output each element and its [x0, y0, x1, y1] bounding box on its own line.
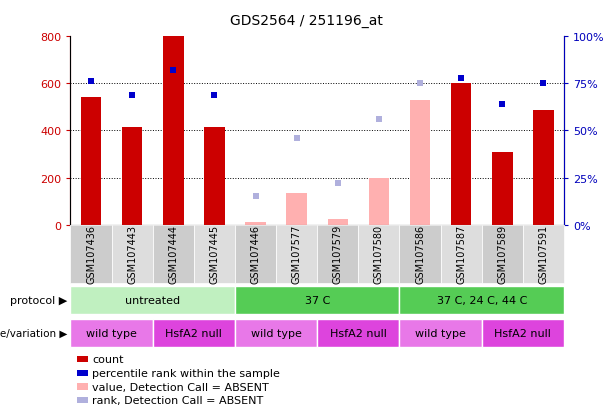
Text: GSM107580: GSM107580: [374, 225, 384, 283]
Bar: [194, 225, 235, 283]
Text: GSM107589: GSM107589: [497, 225, 508, 283]
Text: HsfA2 null: HsfA2 null: [166, 328, 223, 339]
Text: 37 C: 37 C: [305, 295, 330, 306]
Text: percentile rank within the sample: percentile rank within the sample: [92, 368, 280, 378]
Bar: [70, 320, 153, 347]
Bar: [359, 225, 400, 283]
Text: wild type: wild type: [86, 328, 137, 339]
Text: wild type: wild type: [251, 328, 302, 339]
Text: GSM107443: GSM107443: [127, 225, 137, 283]
Bar: [400, 320, 482, 347]
Bar: [368, 178, 389, 225]
Bar: [482, 320, 564, 347]
Bar: [70, 225, 112, 283]
Text: GSM107591: GSM107591: [538, 225, 549, 283]
Bar: [400, 287, 564, 314]
Text: genotype/variation ▶: genotype/variation ▶: [0, 328, 67, 339]
Bar: [318, 320, 400, 347]
Text: GSM107436: GSM107436: [86, 225, 96, 283]
Text: HsfA2 null: HsfA2 null: [330, 328, 387, 339]
Text: GSM107444: GSM107444: [169, 225, 178, 283]
Bar: [235, 287, 400, 314]
Bar: [235, 320, 318, 347]
Bar: [523, 225, 564, 283]
Bar: [163, 37, 183, 225]
Text: value, Detection Call = ABSENT: value, Detection Call = ABSENT: [92, 382, 268, 392]
Bar: [276, 225, 318, 283]
Text: 37 C, 24 C, 44 C: 37 C, 24 C, 44 C: [436, 295, 527, 306]
Bar: [122, 128, 142, 225]
Bar: [153, 320, 235, 347]
Text: GSM107579: GSM107579: [333, 224, 343, 284]
Text: HsfA2 null: HsfA2 null: [495, 328, 551, 339]
Bar: [409, 101, 430, 225]
Bar: [327, 219, 348, 225]
Bar: [533, 111, 554, 225]
Text: GSM107587: GSM107587: [456, 224, 466, 284]
Bar: [245, 223, 266, 225]
Text: GSM107586: GSM107586: [415, 225, 425, 283]
Bar: [318, 225, 359, 283]
Text: GSM107445: GSM107445: [210, 225, 219, 283]
Bar: [204, 128, 225, 225]
Bar: [112, 225, 153, 283]
Bar: [482, 225, 523, 283]
Text: rank, Detection Call = ABSENT: rank, Detection Call = ABSENT: [92, 395, 263, 405]
Text: GDS2564 / 251196_at: GDS2564 / 251196_at: [230, 14, 383, 28]
Bar: [153, 225, 194, 283]
Text: GSM107577: GSM107577: [292, 224, 302, 284]
Bar: [441, 225, 482, 283]
Bar: [70, 287, 235, 314]
Text: count: count: [92, 354, 123, 364]
Bar: [400, 225, 441, 283]
Bar: [286, 193, 307, 225]
Text: GSM107446: GSM107446: [251, 225, 261, 283]
Bar: [235, 225, 276, 283]
Text: protocol ▶: protocol ▶: [10, 295, 67, 306]
Bar: [451, 84, 471, 225]
Text: wild type: wild type: [415, 328, 466, 339]
Bar: [492, 152, 512, 225]
Bar: [81, 98, 101, 225]
Text: untreated: untreated: [125, 295, 180, 306]
